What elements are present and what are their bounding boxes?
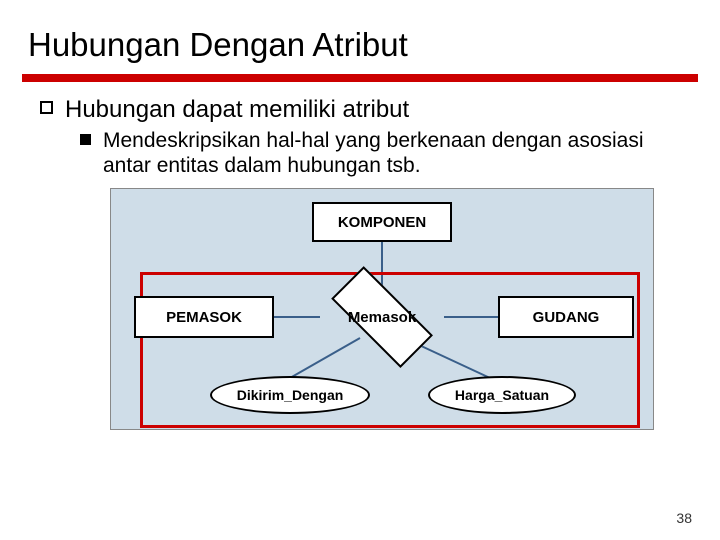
page-number: 38 (676, 510, 692, 526)
attribute-harga-label: Harga_Satuan (455, 387, 549, 403)
relationship-memasok: Memasok (312, 284, 452, 350)
entity-gudang: GUDANG (498, 296, 634, 338)
er-diagram: KOMPONEN PEMASOK GUDANG Memasok Dikirim_… (110, 188, 654, 436)
bullet-level2: Mendeskripsikan hal-hal yang berkenaan d… (80, 128, 692, 178)
entity-komponen: KOMPONEN (312, 202, 452, 242)
entity-komponen-label: KOMPONEN (338, 214, 426, 231)
bullet-level2-text: Mendeskripsikan hal-hal yang berkenaan d… (103, 128, 663, 178)
bullet-open-square-icon (40, 101, 53, 114)
bullet-level1-text: Hubungan dapat memiliki atribut (65, 96, 409, 124)
slide-title: Hubungan Dengan Atribut (0, 0, 720, 70)
bullet-level1: Hubungan dapat memiliki atribut (28, 96, 692, 124)
entity-pemasok-label: PEMASOK (166, 309, 242, 326)
relationship-memasok-label: Memasok (348, 309, 416, 326)
content-area: Hubungan dapat memiliki atribut Mendeskr… (0, 82, 720, 436)
title-underline (22, 74, 698, 82)
bullet-solid-square-icon (80, 134, 91, 145)
entity-gudang-label: GUDANG (533, 309, 600, 326)
entity-pemasok: PEMASOK (134, 296, 274, 338)
attribute-dikirim-label: Dikirim_Dengan (237, 387, 344, 403)
